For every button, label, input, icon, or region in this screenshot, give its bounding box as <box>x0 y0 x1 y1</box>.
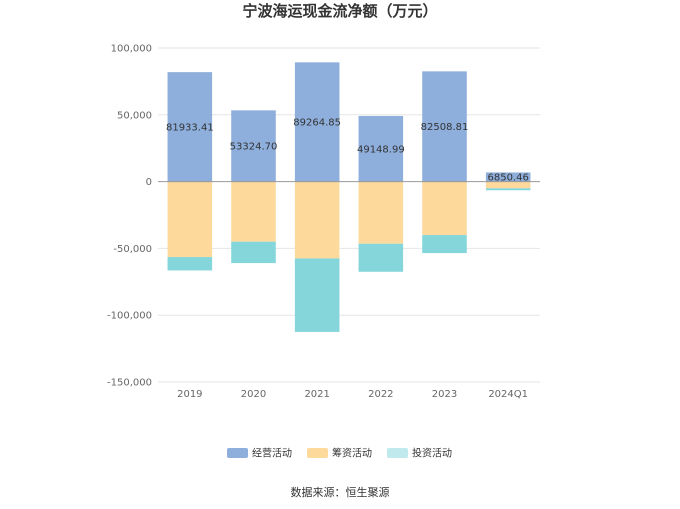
legend-swatch-经营活动 <box>227 448 248 458</box>
bar-2023-投资活动 <box>422 235 467 254</box>
y-tick-label: 100,000 <box>111 44 152 55</box>
bar-2020-经营活动 <box>231 110 276 182</box>
bar-2021-筹资活动 <box>294 181 340 259</box>
bar-2021-投资活动 <box>294 258 340 332</box>
legend: 经营活动 筹资活动 投资活动 <box>227 447 452 460</box>
x-tick-label: 2021 <box>304 389 329 400</box>
bar-2022-经营活动 <box>358 115 404 182</box>
bar-2021-经营活动 <box>294 62 340 182</box>
bar-2024Q1-筹资活动 <box>485 181 531 189</box>
bar-2020-筹资活动 <box>231 181 276 242</box>
data-label-2019: 81933.41 <box>166 122 214 133</box>
legend-swatch-筹资活动 <box>307 448 328 458</box>
bar-2022-筹资活动 <box>358 181 404 244</box>
x-tick-label: 2020 <box>241 389 266 400</box>
data-label-2024Q1: 6850.46 <box>487 173 528 184</box>
bar-2023-筹资活动 <box>422 181 467 236</box>
bar-2020-投资活动 <box>231 241 276 264</box>
axis-layer: 100,000 50,000 0 -50,000 -100,000 -150,000 201… <box>107 44 528 401</box>
data-labels-layer: 81933.41 53324.70 89264.85 49148.99 82508.81… <box>166 117 529 183</box>
source-note: 数据来源：恒生聚源 <box>291 485 390 499</box>
y-tick-label: -100,000 <box>107 311 152 322</box>
legend-label-经营活动: 经营活动 <box>252 447 292 460</box>
legend-label-筹资活动: 筹资活动 <box>332 447 372 460</box>
y-tick-label: 0 <box>146 177 152 188</box>
bar-2019-投资活动 <box>167 257 213 271</box>
x-tick-label: 2022 <box>368 389 393 400</box>
x-tick-label: 2023 <box>432 389 457 400</box>
x-tick-label: 2019 <box>177 389 202 400</box>
grid-layer <box>158 47 540 383</box>
bar-2023-经营活动 <box>422 71 467 182</box>
y-tick-label: -150,000 <box>107 378 152 389</box>
y-tick-label: 50,000 <box>117 110 152 121</box>
chart-title: 宁波海运现金流净额（万元） <box>242 2 437 20</box>
data-label-2021: 89264.85 <box>293 117 341 128</box>
x-tick-label: 2024Q1 <box>488 389 528 400</box>
bar-2019-经营活动 <box>167 72 213 182</box>
legend-label-投资活动: 投资活动 <box>412 447 452 460</box>
data-label-2020: 53324.70 <box>230 141 278 152</box>
legend-swatch-投资活动 <box>387 448 408 458</box>
data-label-2022: 49148.99 <box>357 144 405 155</box>
y-tick-label: -50,000 <box>113 244 152 255</box>
bar-2019-筹资活动 <box>167 181 213 258</box>
bar-2022-投资活动 <box>358 243 404 272</box>
bar-2024Q1-投资活动 <box>485 188 531 191</box>
data-label-2023: 82508.81 <box>421 122 469 133</box>
bars-layer <box>167 62 531 332</box>
bar-2024Q1-经营活动 <box>485 172 531 182</box>
